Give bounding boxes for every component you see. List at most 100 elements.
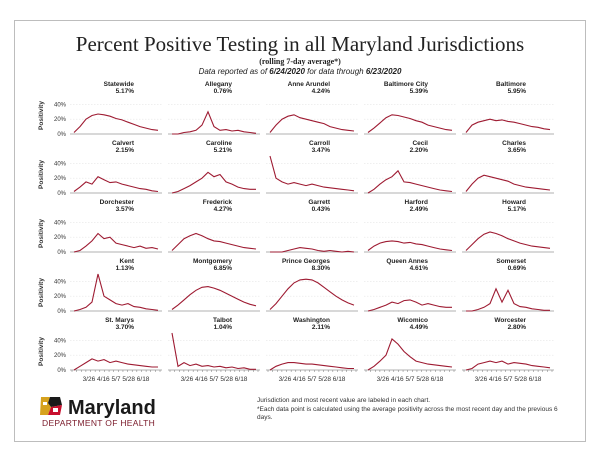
y-tick-label: 0% xyxy=(57,132,66,138)
y-tick-label: 40% xyxy=(54,102,67,108)
x-tick-labels: 3/26 4/16 5/7 5/28 6/18 xyxy=(83,376,150,383)
series-line xyxy=(269,155,355,192)
x-tick-labels: 3/26 4/16 5/7 5/28 6/18 xyxy=(475,376,542,383)
series-line xyxy=(172,110,257,135)
y-tick-label: 0% xyxy=(57,250,66,256)
y-tick-label: 20% xyxy=(54,117,67,123)
panel-name: Somerset xyxy=(496,258,526,265)
series-line xyxy=(171,232,257,251)
y-tick-label: 40% xyxy=(54,279,67,285)
panel-name: Howard xyxy=(502,199,526,206)
panel-value: 3.47% xyxy=(312,147,331,154)
y-axis-label: Positivity xyxy=(38,278,45,307)
y-tick-label: 40% xyxy=(54,220,67,226)
chart-frame xyxy=(14,20,586,442)
panel-value: 5.95% xyxy=(508,88,527,95)
reported-mid: for data through xyxy=(304,67,366,76)
panel-name: Baltimore xyxy=(496,81,526,88)
y-axis-label: Positivity xyxy=(38,337,45,366)
panel-value: 2.11% xyxy=(312,324,330,331)
panel-name: Frederick xyxy=(203,199,233,206)
maryland-flag-icon xyxy=(40,397,62,415)
panel-value: 4.24% xyxy=(312,88,331,95)
x-tick-labels: 3/26 4/16 5/7 5/28 6/18 xyxy=(181,376,248,383)
panel-name: Caroline xyxy=(206,140,232,147)
series-line xyxy=(171,171,256,194)
series-line xyxy=(269,362,354,371)
panel-name: Talbot xyxy=(213,317,233,324)
panel-name: Worcester xyxy=(494,317,526,324)
panel-name: Cecil xyxy=(412,140,428,147)
reported-prefix: Data reported as of xyxy=(198,67,270,76)
series-line xyxy=(73,358,158,371)
through-date: 6/23/2020 xyxy=(365,67,402,76)
panel-name: Washington xyxy=(293,317,330,324)
panel-name: Calvert xyxy=(112,140,135,147)
panel-name: Queen Annes xyxy=(386,258,428,265)
series-line xyxy=(171,332,256,370)
panel-value: 1.04% xyxy=(214,324,233,331)
panel-value: 5.17% xyxy=(508,206,527,213)
panel-name: Wicomico xyxy=(397,317,428,324)
panel-value: 2.80% xyxy=(508,324,527,331)
panel-value: 5.21% xyxy=(214,147,233,154)
y-tick-label: 0% xyxy=(57,368,66,374)
panel-name: Garrett xyxy=(308,199,331,206)
panel-name: Anne Arundel xyxy=(288,81,331,88)
series-line xyxy=(73,176,159,193)
panel-value: 0.76% xyxy=(214,88,233,95)
series-line xyxy=(367,240,453,252)
y-axis-label: Positivity xyxy=(38,160,45,189)
panel-name: Charles xyxy=(502,140,526,147)
panel-value: 2.49% xyxy=(410,206,429,213)
y-tick-label: 20% xyxy=(54,235,67,241)
panel-value: 0.43% xyxy=(312,206,331,213)
footnote-calculation: *Each data point is calculated using the… xyxy=(257,406,558,421)
panel-value: 2.15% xyxy=(116,147,135,154)
y-axis-label: Positivity xyxy=(38,219,45,248)
department-label: DEPARTMENT OF HEALTH xyxy=(42,418,156,428)
series-line xyxy=(465,231,551,251)
x-tick-labels: 3/26 4/16 5/7 5/28 6/18 xyxy=(377,376,444,383)
panel-name: Prince Georges xyxy=(282,258,330,265)
series-line xyxy=(171,286,257,310)
y-tick-label: 0% xyxy=(57,309,66,315)
y-tick-label: 40% xyxy=(54,338,67,344)
panel-name: St. Marys xyxy=(105,317,134,324)
chart-subtitle: (rolling 7-day average*) xyxy=(259,57,341,66)
panel-value: 5.17% xyxy=(116,88,135,95)
y-axis-label: Positivity xyxy=(38,101,45,130)
panel-value: 2.20% xyxy=(410,147,429,154)
series-line xyxy=(269,278,355,310)
y-tick-label: 20% xyxy=(54,176,67,182)
series-line xyxy=(466,287,550,312)
panel-name: Montgomery xyxy=(193,258,232,265)
y-tick-label: 20% xyxy=(54,294,67,300)
panel-value: 6.85% xyxy=(214,265,233,272)
panel-name: Dorchester xyxy=(100,199,135,206)
panel-value: 0.69% xyxy=(508,265,527,272)
series-line xyxy=(367,299,452,312)
logo-text: Maryland xyxy=(68,397,156,419)
series-line xyxy=(270,247,355,253)
series-line xyxy=(269,114,355,133)
